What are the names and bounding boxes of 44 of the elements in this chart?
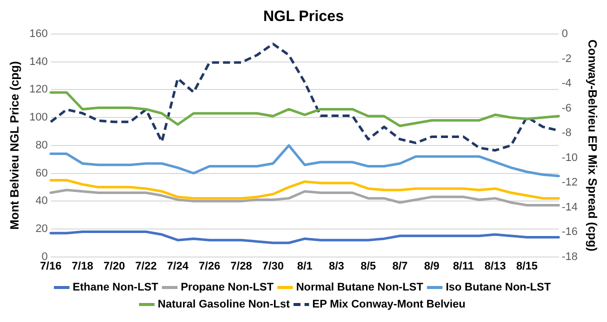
y-tick-label: 60 xyxy=(36,167,48,180)
x-tick-label: 8/3 xyxy=(328,260,344,272)
y2-tick-label: 0 xyxy=(562,28,568,40)
x-tick-label: 7/24 xyxy=(167,260,190,272)
legend-label: Natural Gasoline Non-Lst xyxy=(158,298,290,311)
x-tick-label: 7/18 xyxy=(72,260,94,272)
x-tick-label: 8/11 xyxy=(453,260,474,272)
legend-label: Iso Butane Non-LST xyxy=(446,282,552,294)
y2-tick-label: -10 xyxy=(562,152,578,164)
chart-title: NGL Prices xyxy=(263,8,344,26)
x-tick-label: 8/13 xyxy=(484,260,506,272)
x-tick-label: 8/9 xyxy=(424,260,440,272)
x-tick-label: 8/1 xyxy=(297,260,312,272)
y-axis-title: Mont Belvieu NGL Price (cpg) xyxy=(8,61,22,230)
y2-tick-label: -8 xyxy=(562,127,572,140)
y2-tick-label: -14 xyxy=(562,201,578,214)
y-tick-label: 0 xyxy=(42,250,48,263)
x-tick-label: 7/16 xyxy=(40,260,62,272)
x-tick-label: 7/20 xyxy=(104,260,125,272)
x-tick-label: 7/30 xyxy=(262,260,284,272)
legend-label: Normal Butane Non-LST xyxy=(296,282,424,294)
y2-tick-label: -4 xyxy=(562,78,572,90)
y-tick-label: 20 xyxy=(36,222,48,235)
y-tick-label: 120 xyxy=(29,84,48,96)
legend-label: EP Mix Conway-Mont Belvieu xyxy=(312,298,466,311)
x-tick-label: 8/15 xyxy=(516,260,538,272)
y-tick-label: 160 xyxy=(29,28,48,40)
y2-tick-label: -12 xyxy=(562,176,578,189)
x-tick-label: 8/5 xyxy=(360,260,376,272)
y2-tick-label: -6 xyxy=(562,102,572,114)
x-tick-label: 7/22 xyxy=(135,260,157,272)
legend-label: Ethane Non-LST xyxy=(72,282,159,294)
x-tick-label: 8/7 xyxy=(392,260,408,272)
y-tick-label: 140 xyxy=(29,56,48,68)
y-tick-label: 100 xyxy=(29,112,48,124)
y-tick-label: 80 xyxy=(36,139,48,152)
y-tick-label: 40 xyxy=(36,195,48,208)
y2-tick-label: -16 xyxy=(562,226,578,238)
x-tick-label: 7/26 xyxy=(198,260,220,272)
y2-tick-label: -18 xyxy=(562,250,578,263)
y2-axis-title: Conway-Belvieu EP Mix Spread (cpg) xyxy=(585,39,600,252)
y2-tick-label: -2 xyxy=(562,52,572,65)
legend-label: Propane Non-LST xyxy=(180,282,274,294)
x-tick-label: 7/28 xyxy=(230,260,252,272)
